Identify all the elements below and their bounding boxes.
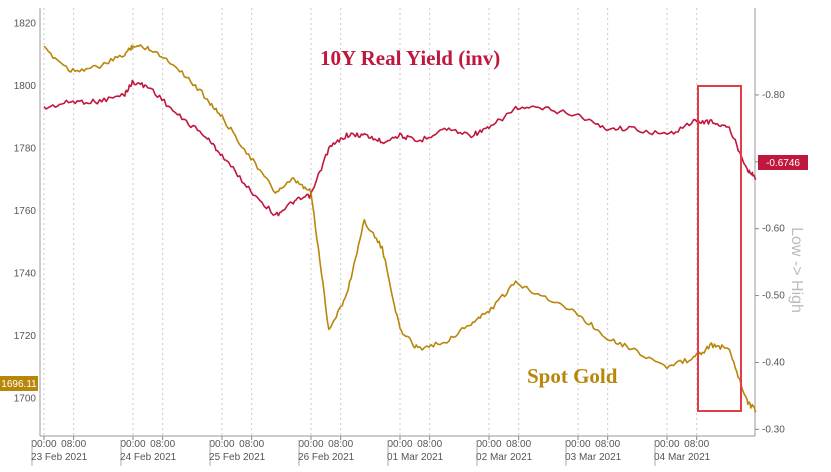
right-value-tag: -0.6746 — [758, 155, 808, 170]
x-tick-time: 08:00 — [506, 439, 531, 450]
x-day-label: 01 Mar 2021 — [387, 452, 444, 463]
left-tick-label: 1820 — [14, 19, 37, 30]
highlight-box — [697, 85, 742, 412]
x-tick-time: 08:00 — [417, 439, 442, 450]
left-tick-label: 1760 — [14, 206, 37, 217]
right-tick-label: -0.30 — [762, 424, 785, 435]
x-tick-time: 00:00 — [120, 439, 145, 450]
x-day-label: 03 Mar 2021 — [565, 452, 622, 463]
x-tick-time: 08:00 — [328, 439, 353, 450]
svg-text:1696.11: 1696.11 — [1, 379, 37, 390]
right-tick-label: -0.60 — [762, 224, 785, 235]
svg-text:-0.6746: -0.6746 — [766, 158, 800, 169]
x-tick-time: 00:00 — [654, 439, 679, 450]
x-tick-time: 00:00 — [387, 439, 412, 450]
x-tick-time: 08:00 — [684, 439, 709, 450]
series-line-real-yield — [43, 79, 757, 217]
series-label-gold: Spot Gold — [527, 364, 618, 388]
x-day-label: 24 Feb 2021 — [120, 452, 177, 463]
left-axis-ticks: 1700 1720 1740 1760 1780 1800 1820 — [14, 19, 37, 405]
left-tick-label: 1800 — [14, 81, 37, 92]
x-tick-time: 08:00 — [61, 439, 86, 450]
x-tick-time: 00:00 — [298, 439, 323, 450]
right-axis-label: Low -> High — [788, 227, 805, 313]
x-tick-time: 08:00 — [150, 439, 175, 450]
x-day-label: 04 Mar 2021 — [654, 452, 711, 463]
x-axis-ticks: 00:00 08:00 23 Feb 2021 00:00 08:00 24 Feb 20… — [31, 436, 711, 466]
left-tick-label: 1780 — [14, 144, 37, 155]
right-tick-label: -0.40 — [762, 357, 785, 368]
x-tick-time: 00:00 — [31, 439, 56, 450]
right-tick-label: -0.50 — [762, 291, 785, 302]
left-value-tag: 1696.11 — [0, 376, 38, 391]
grid — [43, 8, 698, 436]
series-label-yield: 10Y Real Yield (inv) — [320, 46, 500, 70]
x-tick-time: 00:00 — [565, 439, 590, 450]
x-day-label: 02 Mar 2021 — [476, 452, 533, 463]
left-tick-label: 1740 — [14, 269, 37, 280]
x-day-label: 26 Feb 2021 — [298, 452, 355, 463]
x-tick-time: 00:00 — [476, 439, 501, 450]
x-tick-time: 08:00 — [239, 439, 264, 450]
x-day-label: 25 Feb 2021 — [209, 452, 266, 463]
left-tick-label: 1700 — [14, 394, 37, 405]
series-line-spot-gold — [43, 44, 757, 413]
x-tick-time: 08:00 — [595, 439, 620, 450]
x-tick-time: 00:00 — [209, 439, 234, 450]
left-tick-label: 1720 — [14, 331, 37, 342]
x-day-label: 23 Feb 2021 — [31, 452, 88, 463]
series-lines — [43, 44, 757, 413]
right-tick-label: -0.80 — [762, 90, 785, 101]
